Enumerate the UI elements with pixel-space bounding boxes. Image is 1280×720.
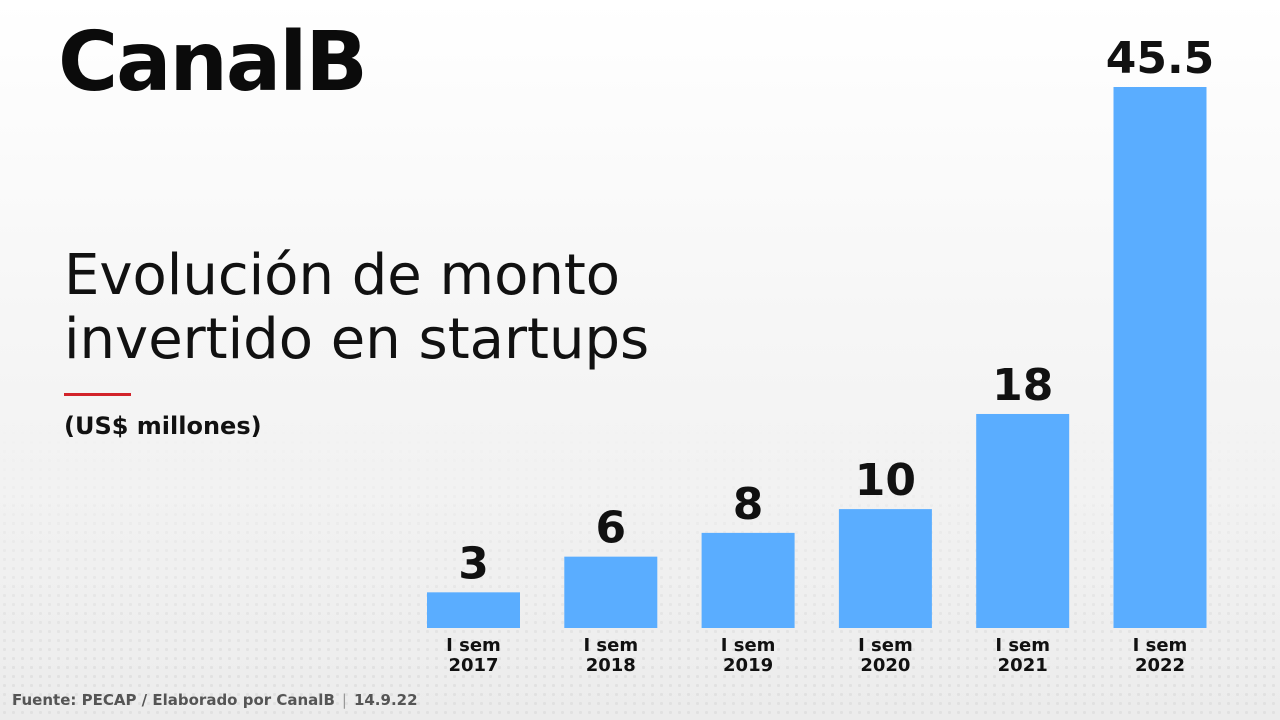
value-label-2: 8 [733,479,764,530]
title-line-2: invertido en startups [64,307,650,372]
chart-title: Evolución de monto invertido en startups [64,244,824,372]
category-label-2-1: 2019 [723,655,773,676]
category-label-2-0: I sem [721,635,776,656]
bar-4 [976,413,1070,628]
footer-source: Fuente: PECAP / Elaborado por CanalB [12,691,335,709]
title-line-1: Evolución de monto [64,243,621,308]
accent-divider [64,393,131,396]
category-label-5-0: I sem [1133,635,1188,656]
bar-2 [701,532,795,628]
category-label-5-1: 2022 [1135,655,1185,676]
unit-label: (US$ millones) [64,412,262,440]
category-label-1-1: 2018 [586,655,636,676]
bar-0 [427,592,520,628]
value-label-4: 18 [992,360,1053,411]
category-label-1-0: I sem [583,635,638,656]
bar-5 [1113,87,1207,628]
category-label-0-0: I sem [446,635,501,656]
value-label-0: 3 [458,538,489,589]
brand-logo: CanalB [58,15,368,110]
bar-3 [838,509,932,628]
bar-1 [564,556,658,628]
value-label-5: 45.5 [1106,33,1215,84]
footer: Fuente: PECAP / Elaborado por CanalB | 14.… [12,691,418,709]
category-label-4-1: 2021 [998,655,1048,676]
value-label-3: 10 [855,455,916,506]
footer-separator: | [341,691,347,709]
category-label-0-1: 2017 [448,655,498,676]
footer-date: 14.9.22 [353,691,418,709]
category-label-4-0: I sem [995,635,1050,656]
category-label-3-0: I sem [858,635,913,656]
category-label-3-1: 2020 [860,655,910,676]
value-label-1: 6 [595,503,626,554]
